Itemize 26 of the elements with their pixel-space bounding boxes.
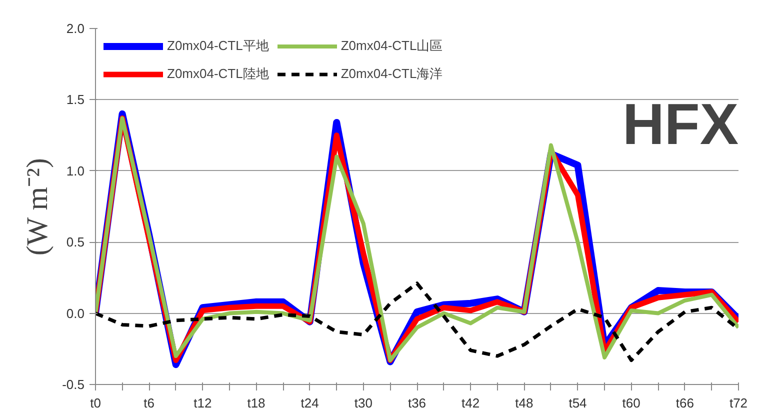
y-tick-label: 0.5 xyxy=(66,234,85,250)
y-tick-label: -0.5 xyxy=(62,377,85,392)
y-tick-label: 0.0 xyxy=(66,306,85,321)
x-tick-label: t30 xyxy=(354,396,372,410)
x-tick-label: t54 xyxy=(568,396,587,410)
x-tick-label: t60 xyxy=(622,396,640,410)
x-tick-label: t6 xyxy=(144,396,155,410)
x-tick-label: t42 xyxy=(462,396,480,410)
x-tick-label: t12 xyxy=(194,396,212,410)
x-tick-label: t24 xyxy=(300,396,319,410)
x-tick-label: t36 xyxy=(408,396,426,410)
x-tick-label: t66 xyxy=(676,396,694,410)
y-tick-label: 1.0 xyxy=(66,163,85,178)
y-axis-title: (W m⁻²) xyxy=(21,158,54,256)
line-series xyxy=(96,282,738,362)
y-tick-label: 2.0 xyxy=(66,21,85,36)
legend-label: Z0mx04-CTL海洋 xyxy=(340,65,443,83)
x-tick-label: t18 xyxy=(247,396,266,410)
legend-label: Z0mx04-CTL山區 xyxy=(340,37,443,55)
legend-label: Z0mx04-CTL平地 xyxy=(167,37,269,55)
x-tick-label: t72 xyxy=(729,396,748,410)
legend-label: Z0mx04-CTL陸地 xyxy=(167,65,269,83)
x-tick-label: t48 xyxy=(515,396,534,410)
x-tick-label: t0 xyxy=(90,396,101,410)
annotation: HFX xyxy=(622,92,739,158)
y-tick-label: 1.5 xyxy=(66,92,85,108)
